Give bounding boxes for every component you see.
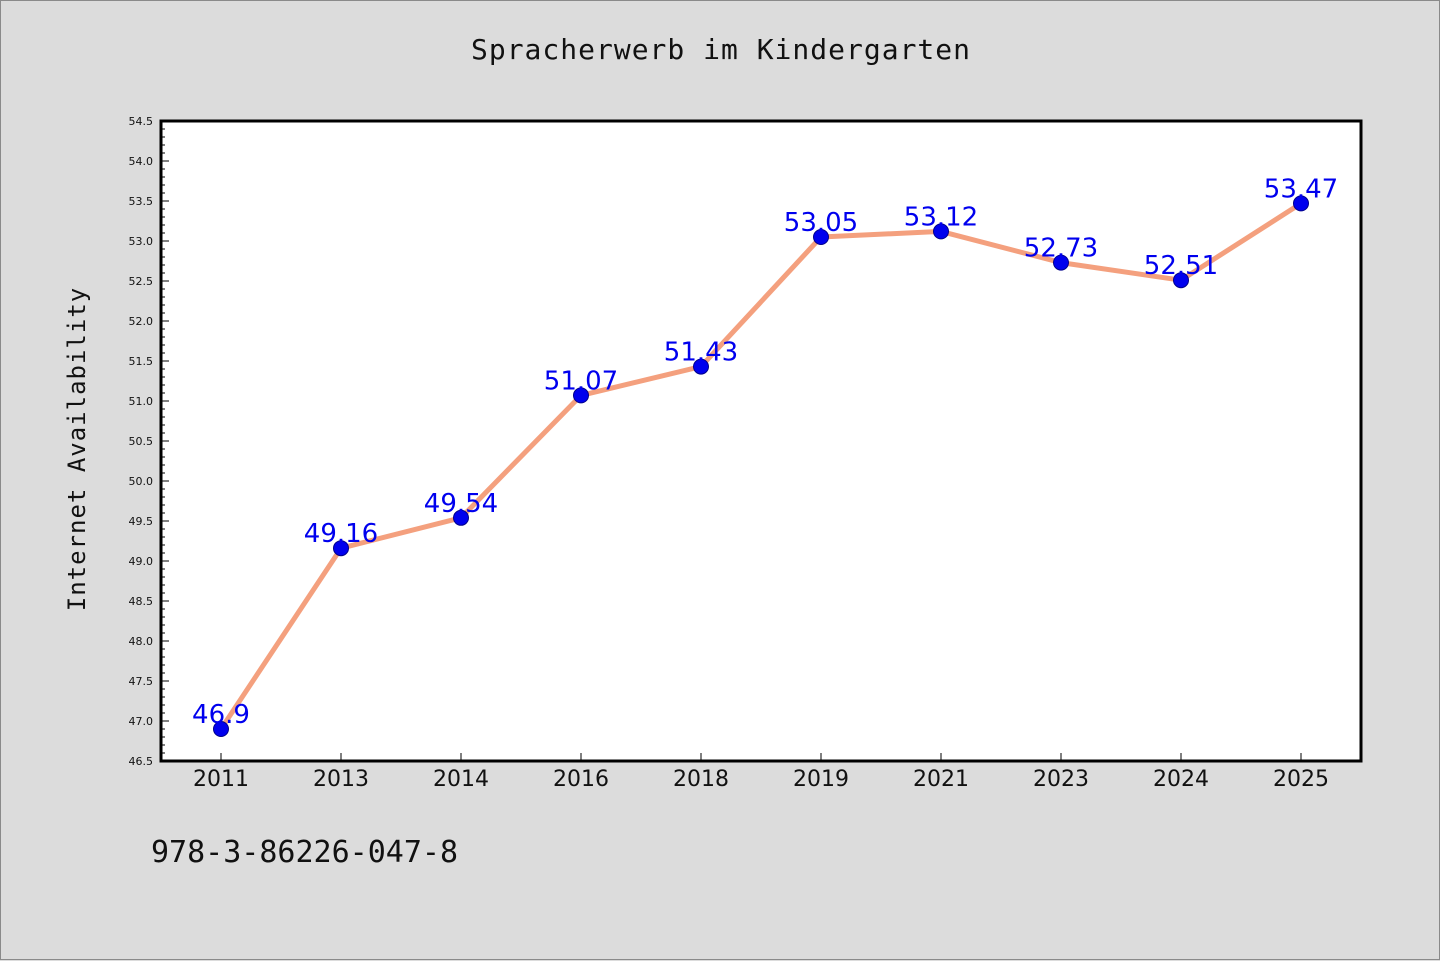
x-tick-label: 2025: [1273, 767, 1329, 792]
data-label: 52.73: [1024, 234, 1098, 264]
y-tick-label: 54.5: [129, 115, 154, 128]
data-label: 49.16: [304, 519, 378, 549]
chart-title: Spracherwerb im Kindergarten: [470, 33, 971, 66]
x-tick-label: 2014: [433, 767, 489, 792]
x-tick-label: 2024: [1153, 767, 1209, 792]
x-tick-label: 2023: [1033, 767, 1089, 792]
data-label: 51.07: [544, 366, 618, 396]
y-tick-label: 49.0: [129, 555, 154, 568]
x-tick-label: 2011: [193, 767, 249, 792]
y-tick-label: 47.0: [129, 715, 154, 728]
data-label: 53.12: [904, 202, 978, 232]
y-tick-label: 51.0: [129, 395, 154, 408]
isbn-text: 978-3-86226-047-8: [151, 835, 459, 870]
data-label: 49.54: [424, 489, 498, 519]
y-tick-label: 53.0: [129, 235, 154, 248]
data-point: [453, 509, 469, 526]
x-tick-label: 2016: [553, 767, 609, 792]
y-tick-label: 48.0: [129, 635, 154, 648]
y-tick-label: 48.5: [129, 595, 154, 608]
x-tick-label: 2019: [793, 767, 849, 792]
data-point: [693, 358, 709, 375]
data-label: 51.43: [664, 338, 738, 368]
x-tick-label: 2013: [313, 767, 369, 792]
y-tick-label: 52.5: [129, 275, 154, 288]
data-point: [333, 540, 349, 557]
y-tick-label: 50.5: [129, 435, 154, 448]
data-point: [213, 721, 229, 737]
plot-area: [161, 121, 1361, 761]
data-label: 46.9: [192, 700, 250, 730]
series-line: [218, 200, 1304, 732]
data-point: [1293, 195, 1309, 212]
y-tick-label: 53.5: [129, 195, 154, 208]
x-tick-label: 2021: [913, 767, 969, 792]
data-point: [933, 223, 949, 240]
data-point: [1173, 272, 1189, 289]
y-tick-label: 51.5: [129, 355, 154, 368]
data-point: [1053, 254, 1069, 271]
y-tick-label: 47.5: [129, 675, 154, 688]
y-tick-label: 50.0: [129, 475, 154, 488]
data-label: 52.51: [1144, 251, 1218, 281]
data-point: [813, 229, 829, 245]
data-point: [573, 387, 589, 404]
plot-frame: [159, 119, 1363, 763]
y-tick-label: 54.0: [129, 155, 154, 168]
y-tick-label: 49.5: [129, 515, 154, 528]
x-tick-label: 2018: [673, 767, 729, 792]
data-label: 53.05: [784, 208, 858, 238]
data-label: 53.47: [1264, 174, 1338, 204]
y-tick-label: 46.5: [129, 755, 154, 768]
y-tick-label: 52.0: [129, 315, 154, 328]
